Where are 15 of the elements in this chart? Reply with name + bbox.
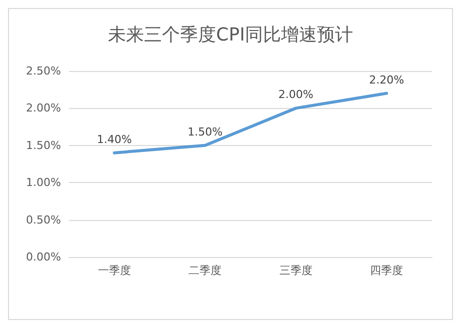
y-tick-label: 1.00%	[26, 176, 61, 190]
data-label: 2.00%	[278, 88, 314, 102]
x-tick-label: 一季度	[98, 264, 131, 277]
x-tick-label: 三季度	[279, 264, 312, 277]
y-tick-label: 1.50%	[26, 138, 61, 152]
y-tick-label: 0.00%	[26, 250, 61, 264]
y-tick-label: 0.50%	[26, 213, 61, 226]
x-tick-label: 二季度	[188, 264, 222, 277]
chart-title: 未来三个季度CPI同比增速预计	[108, 24, 353, 46]
data-label: 2.20%	[369, 73, 404, 86]
data-label: 1.40%	[96, 132, 132, 146]
data-label: 1.50%	[188, 125, 223, 138]
y-tick-label: 2.50%	[26, 64, 61, 78]
x-tick-label: 四季度	[370, 264, 404, 277]
y-tick-label: 2.00%	[26, 102, 61, 115]
